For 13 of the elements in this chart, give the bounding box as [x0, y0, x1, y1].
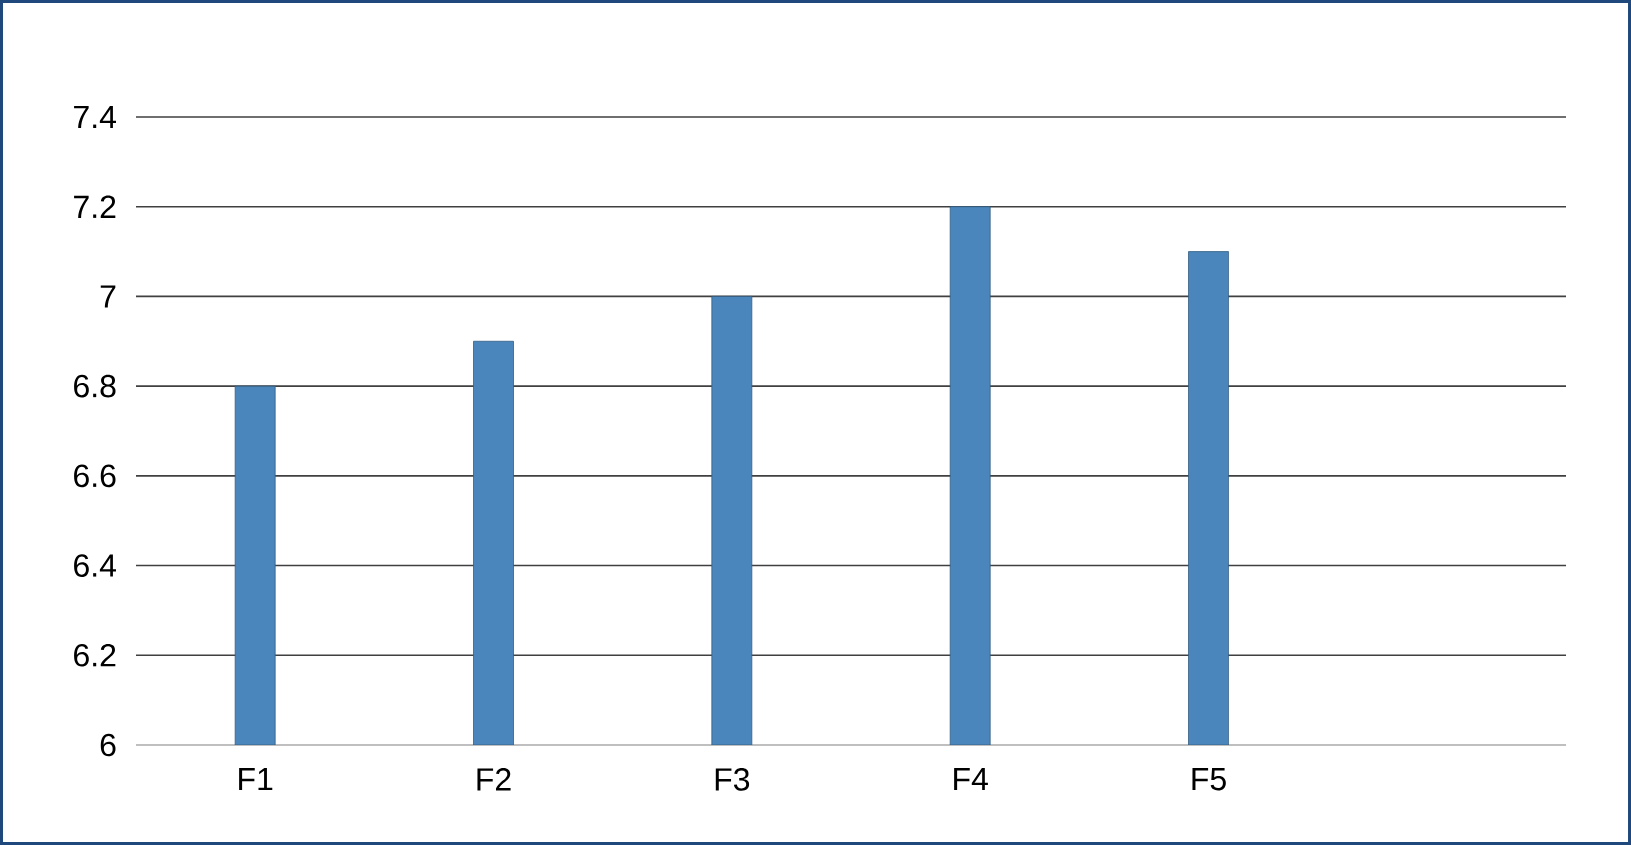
x-tick-label: F2: [477, 768, 511, 791]
y-tick-label: 7: [100, 285, 116, 308]
x-tick-label: F5: [1192, 768, 1226, 791]
x-tick-label: F3: [715, 768, 750, 791]
y-tick-label: 6.6: [74, 464, 116, 488]
x-tick-label: F1: [239, 768, 273, 791]
y-tick-label: 6.4: [74, 554, 116, 577]
y-tick-label: 6: [100, 733, 116, 757]
y-tick-label: 7.4: [74, 105, 116, 128]
y-tick-label: 7.2: [74, 195, 116, 218]
y-tick-label: 6.2: [74, 643, 116, 667]
y-tick-label: 6.8: [74, 374, 116, 398]
x-tick-label: F4: [954, 768, 988, 791]
